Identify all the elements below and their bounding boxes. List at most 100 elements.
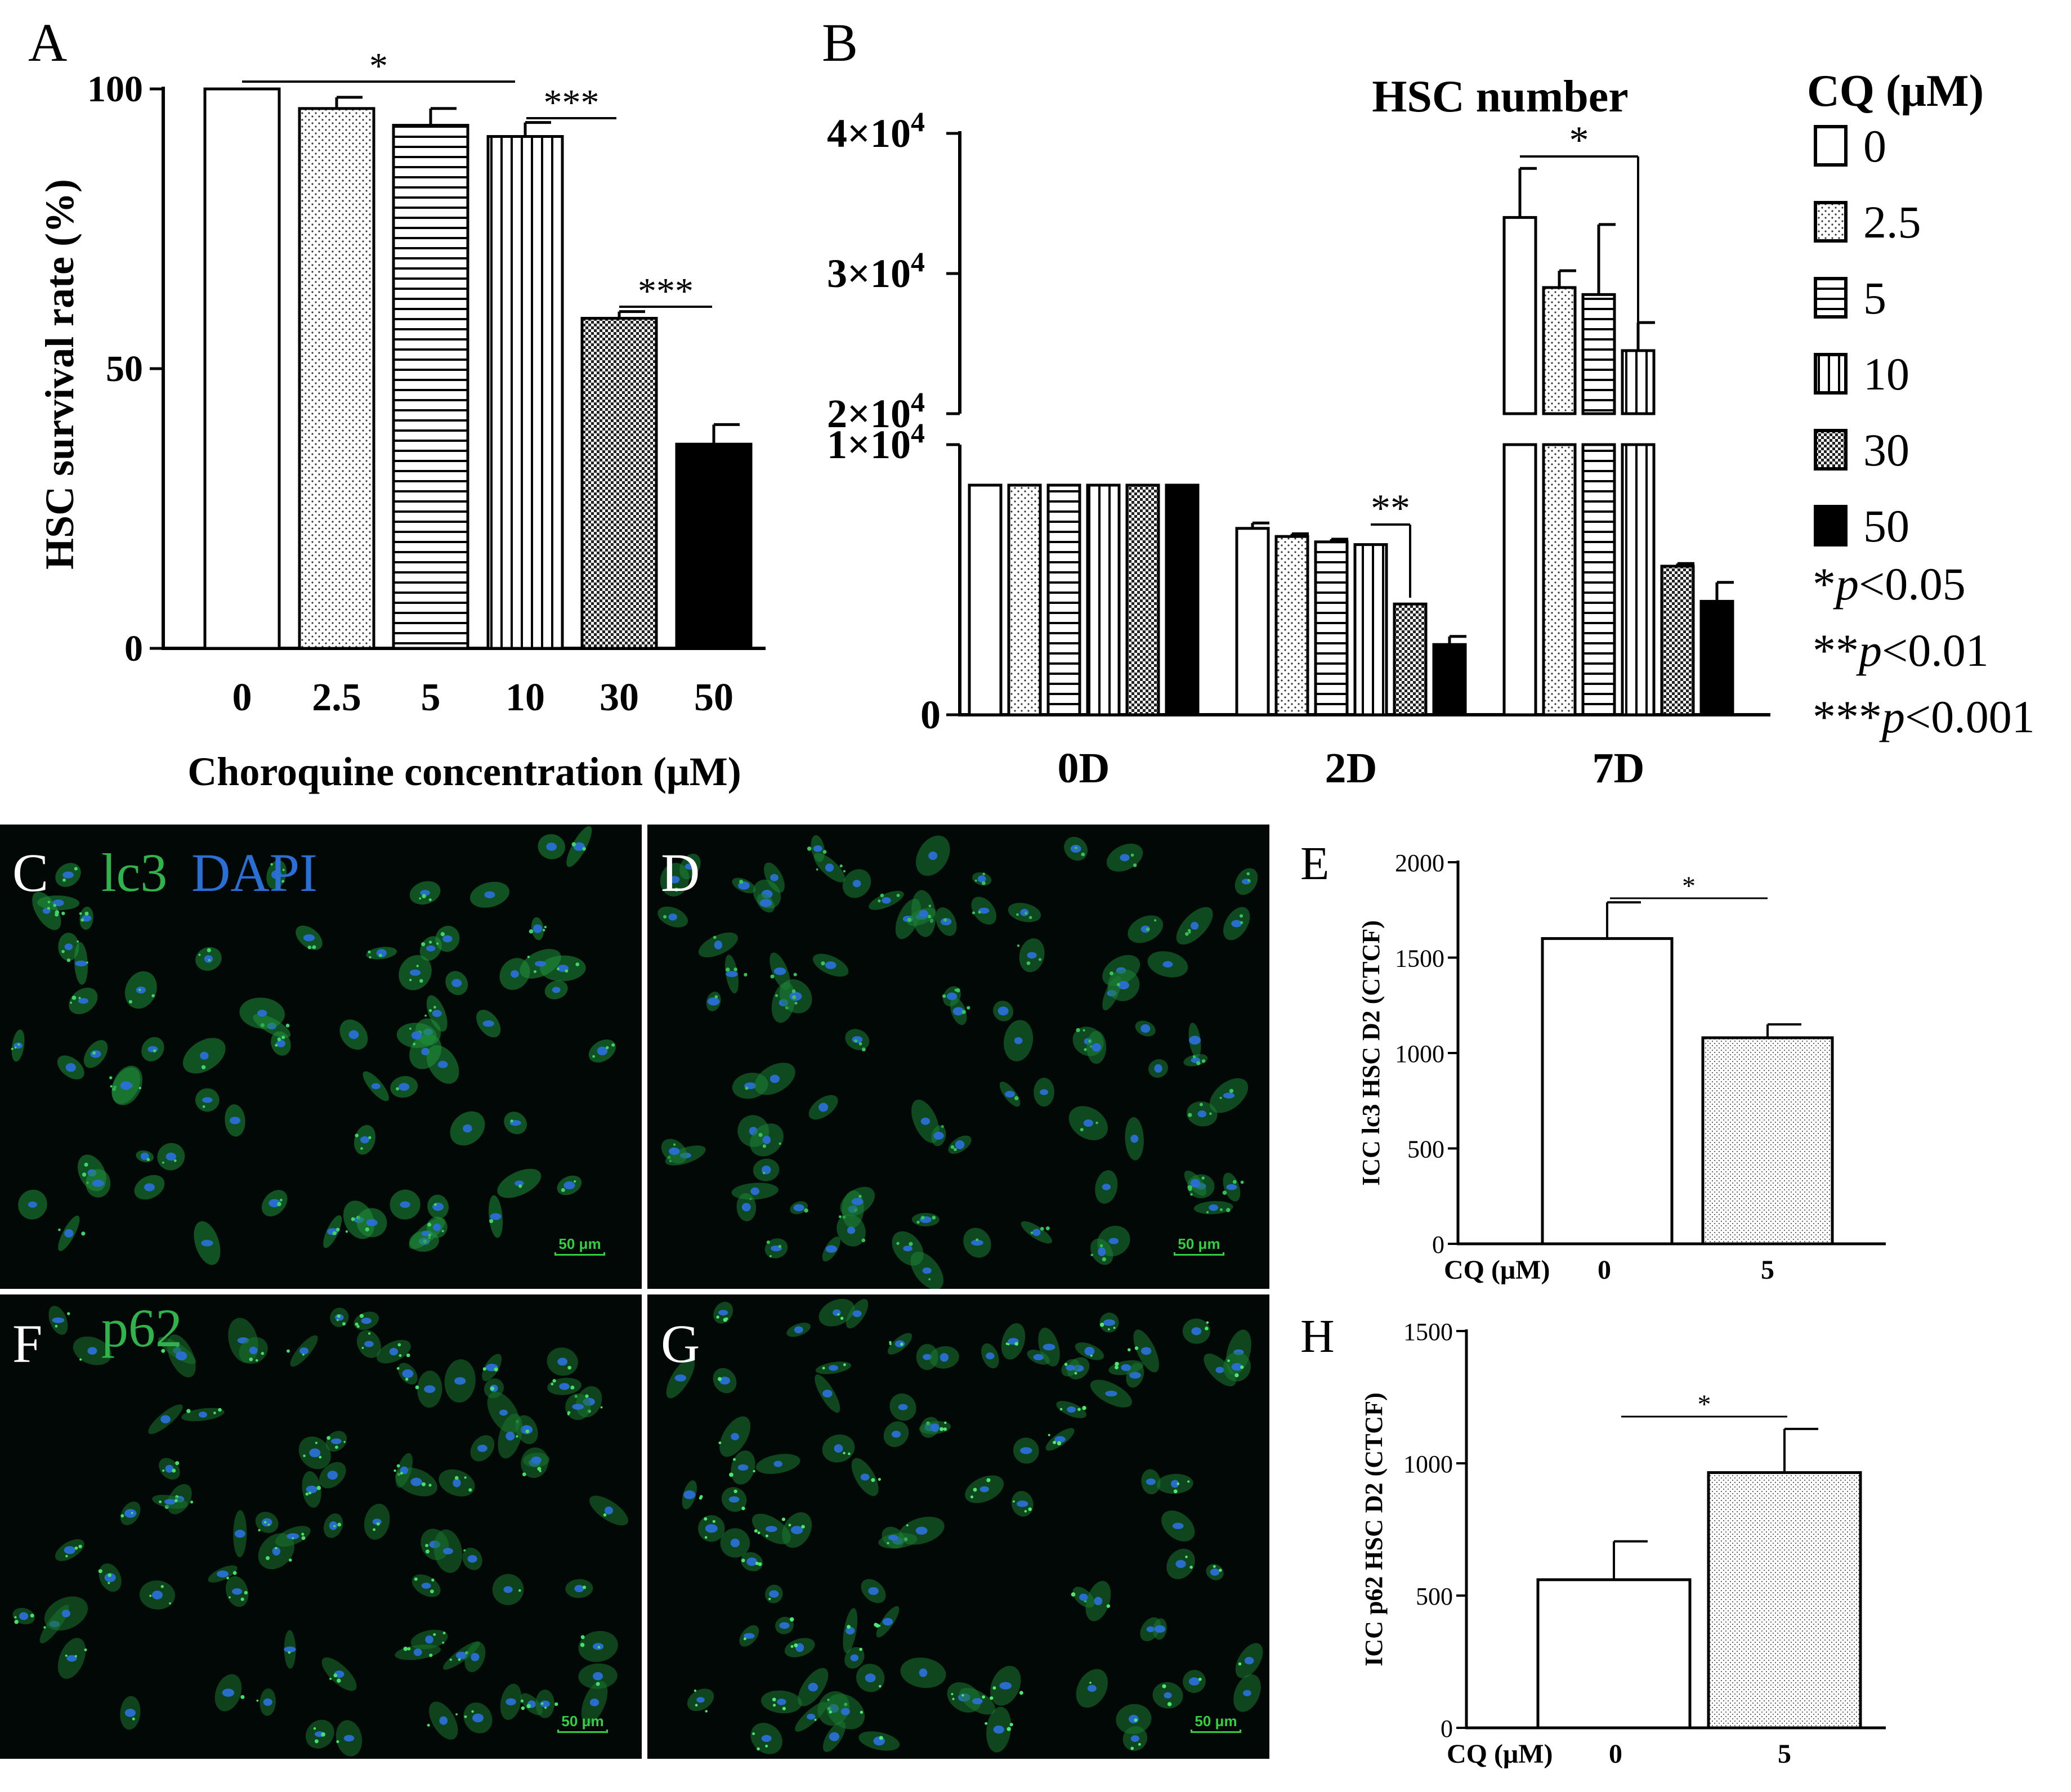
legend-label: 5	[1863, 272, 1886, 324]
puncta	[399, 1354, 402, 1357]
puncta	[791, 989, 796, 993]
puncta	[843, 1363, 846, 1367]
puncta	[468, 1488, 472, 1492]
sig-b-7d-label: *	[1569, 119, 1589, 162]
puncta	[752, 1732, 755, 1735]
puncta	[723, 1318, 727, 1322]
cell-nucleus	[1146, 1626, 1155, 1633]
puncta	[792, 995, 797, 1000]
cell-nucleus	[865, 1673, 876, 1683]
puncta	[713, 935, 717, 939]
puncta	[361, 1347, 364, 1349]
cell-nucleus	[399, 1083, 410, 1091]
bar	[1536, 1578, 1692, 1730]
cell-nucleus	[915, 1526, 928, 1535]
puncta	[1188, 1113, 1192, 1117]
puncta	[1115, 1361, 1119, 1367]
puncta	[1134, 1718, 1138, 1722]
cell-nucleus	[777, 1699, 786, 1705]
puncta	[482, 1367, 486, 1371]
puncta	[336, 1319, 339, 1321]
bar-lower	[1581, 443, 1616, 716]
puncta	[739, 880, 744, 884]
puncta	[854, 1039, 857, 1043]
puncta	[1240, 1365, 1244, 1369]
cell-nucleus	[1020, 1447, 1032, 1454]
puncta	[861, 1047, 866, 1052]
y-tick-label: 500	[1416, 1583, 1453, 1610]
puncta	[1190, 1186, 1193, 1189]
puncta	[337, 1678, 341, 1683]
y-tick-exponent: 4	[911, 417, 925, 449]
puncta	[1187, 1480, 1190, 1483]
puncta	[190, 1500, 194, 1504]
puncta	[433, 1006, 436, 1009]
puncta	[880, 893, 884, 898]
cell-nucleus	[1014, 1037, 1023, 1045]
sig-a-3-label: ***	[638, 271, 694, 312]
cell-nucleus	[371, 1083, 381, 1090]
puncta	[674, 888, 679, 892]
puncta	[397, 1343, 401, 1347]
cell-nucleus	[847, 1226, 856, 1234]
puncta	[207, 948, 211, 953]
cell-nucleus	[1098, 1247, 1106, 1256]
cell-nucleus	[946, 992, 958, 1000]
cell-nucleus	[1067, 1406, 1076, 1413]
stain-label-dapi: DAPI	[191, 843, 318, 903]
cell-nucleus	[903, 1246, 913, 1252]
puncta	[596, 1682, 600, 1686]
puncta	[1238, 1662, 1242, 1666]
cell-nucleus	[546, 843, 557, 851]
cell-nucleus	[1129, 1372, 1141, 1379]
puncta	[345, 1230, 348, 1233]
cell-nucleus	[1215, 1367, 1224, 1373]
puncta	[425, 1544, 429, 1547]
puncta	[529, 929, 534, 934]
puncta	[430, 1589, 434, 1594]
puncta	[337, 1522, 342, 1527]
bar	[1046, 483, 1081, 716]
cell-nucleus	[482, 1020, 494, 1027]
puncta	[428, 1009, 432, 1013]
x-tick-label: 5	[421, 676, 441, 719]
cell-nucleus	[232, 1588, 243, 1595]
puncta	[744, 973, 748, 976]
cell-nucleus	[330, 1438, 342, 1444]
puncta	[943, 1427, 947, 1431]
puncta	[814, 1718, 817, 1721]
puncta	[916, 1220, 920, 1224]
cell-nucleus	[593, 1672, 603, 1681]
puncta	[66, 958, 71, 962]
cell-nucleus	[589, 1698, 600, 1706]
cell-nucleus	[1231, 920, 1242, 928]
puncta	[822, 850, 827, 854]
cell-nucleus	[1121, 1364, 1131, 1372]
puncta	[859, 1647, 863, 1651]
puncta	[1206, 1321, 1209, 1324]
cell-nucleus	[511, 970, 519, 978]
scale-bar: 50 μm	[554, 1237, 605, 1256]
puncta	[790, 1645, 794, 1648]
cell-nucleus	[421, 1583, 431, 1589]
puncta	[1088, 1040, 1092, 1043]
cell-nucleus	[741, 1203, 751, 1212]
cell-nucleus	[1162, 961, 1173, 967]
cell-nucleus	[1191, 1327, 1202, 1336]
puncta	[70, 1001, 72, 1004]
cell-nucleus	[471, 1652, 480, 1661]
cell-nucleus	[506, 1431, 515, 1441]
cell-nucleus	[552, 987, 561, 993]
puncta	[229, 1596, 231, 1598]
puncta	[218, 1408, 222, 1412]
puncta	[768, 1597, 771, 1601]
puncta	[378, 953, 382, 957]
puncta	[928, 904, 932, 908]
puncta	[1099, 1244, 1103, 1248]
puncta	[1095, 1121, 1098, 1125]
puncta	[757, 1747, 760, 1751]
puncta	[967, 1006, 970, 1010]
puncta	[521, 1706, 525, 1710]
cell-nucleus	[1244, 1656, 1254, 1665]
